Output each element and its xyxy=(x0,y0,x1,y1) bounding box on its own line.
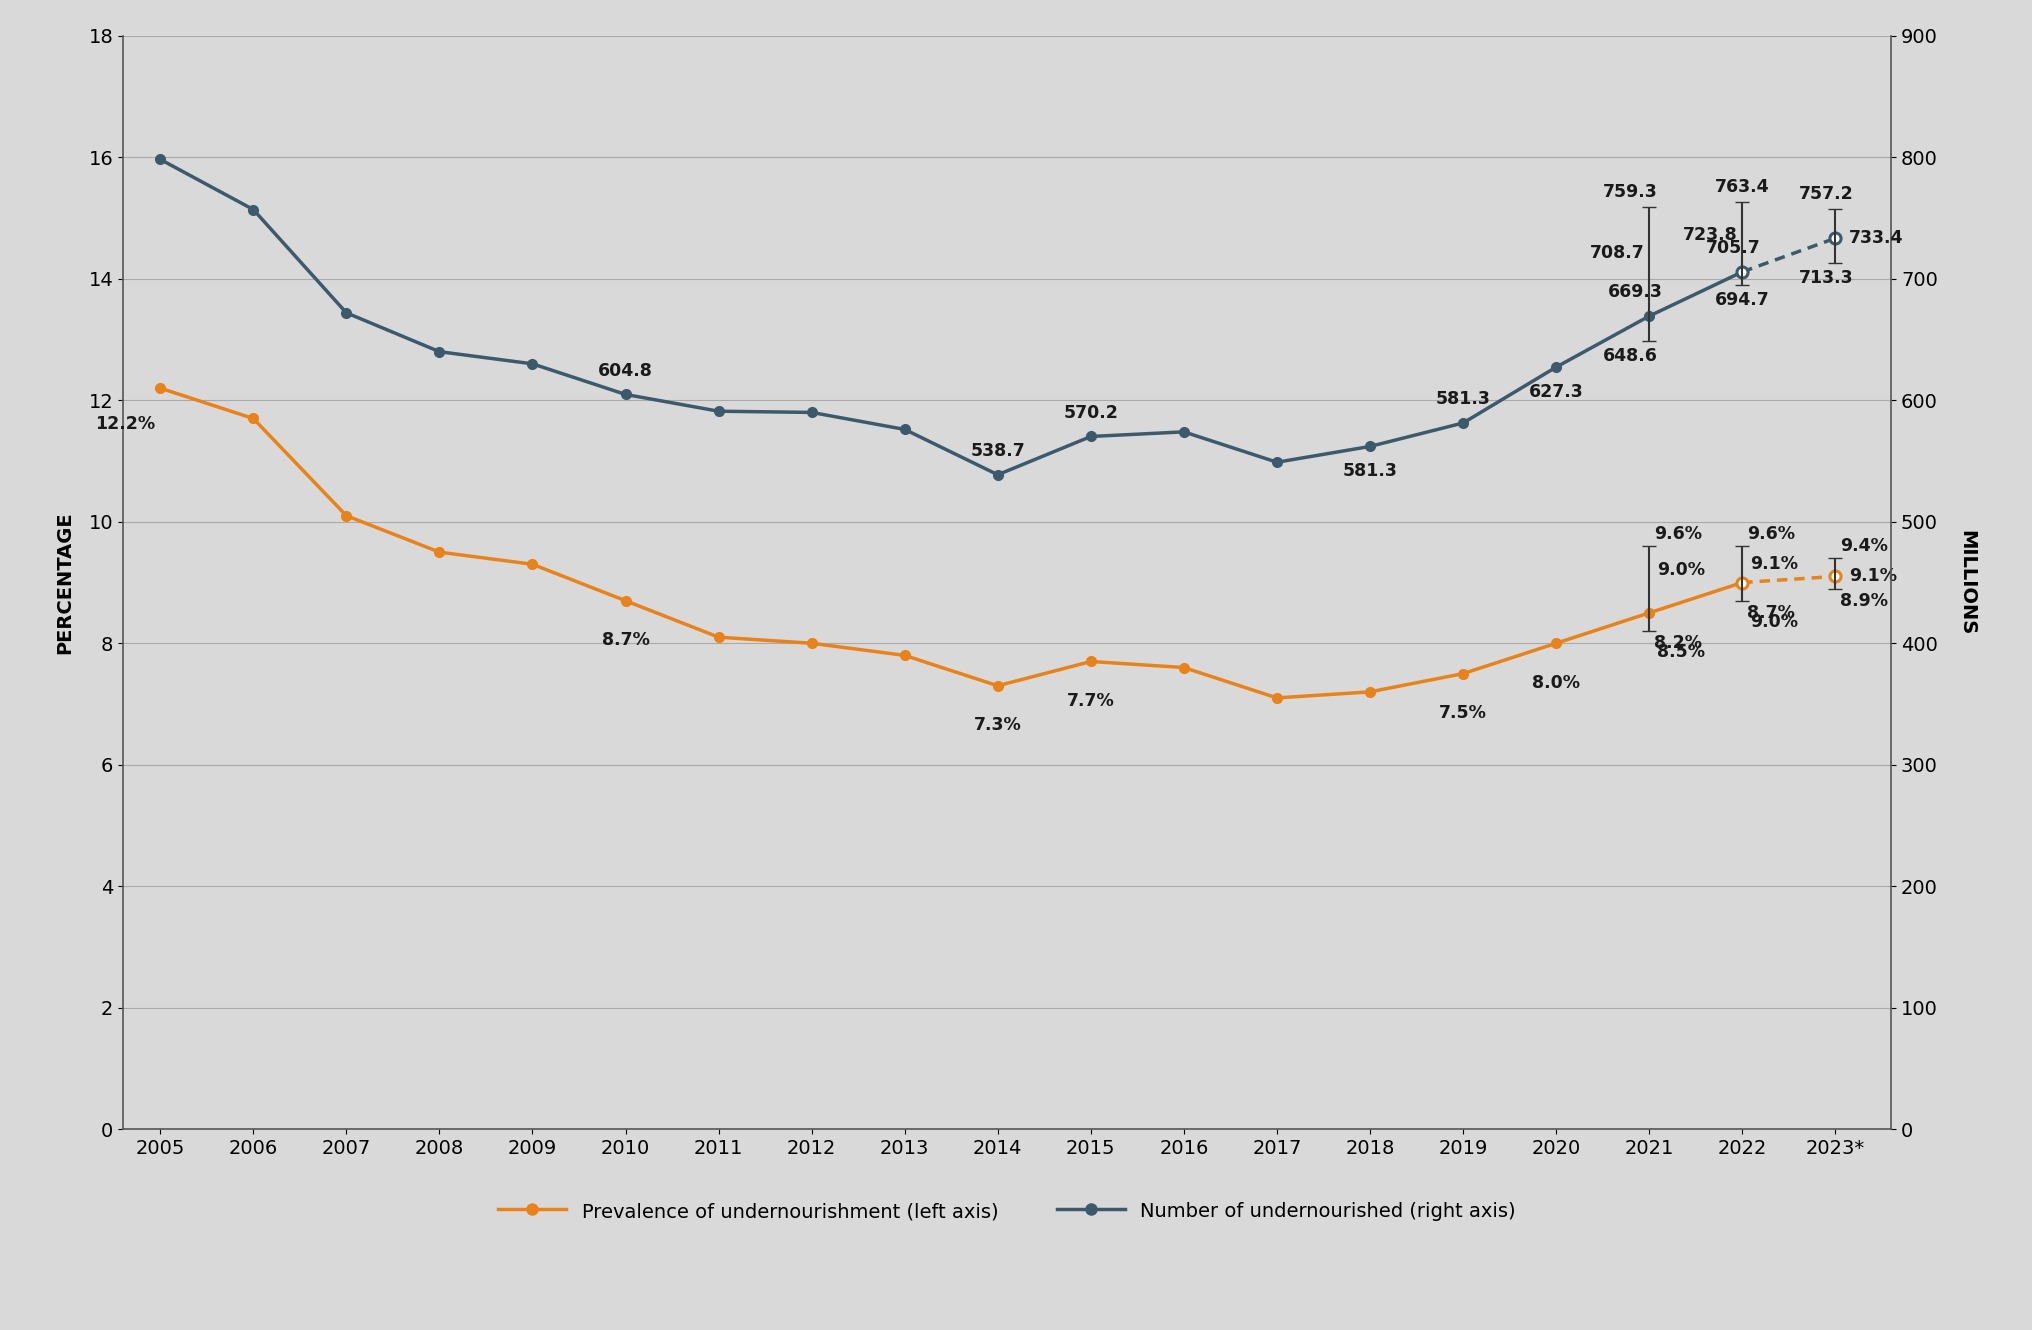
Text: 648.6: 648.6 xyxy=(1603,347,1658,366)
Text: 669.3: 669.3 xyxy=(1607,283,1662,302)
Text: 581.3: 581.3 xyxy=(1437,391,1491,408)
Y-axis label: MILLIONS: MILLIONS xyxy=(1957,529,1977,636)
Text: 7.5%: 7.5% xyxy=(1439,704,1487,722)
Text: 759.3: 759.3 xyxy=(1603,182,1658,201)
Text: 12.2%: 12.2% xyxy=(96,415,156,434)
Text: 627.3: 627.3 xyxy=(1528,383,1583,402)
Text: 8.2%: 8.2% xyxy=(1654,634,1703,652)
Text: 8.9%: 8.9% xyxy=(1841,592,1888,609)
Text: 723.8: 723.8 xyxy=(1682,226,1737,243)
Text: 763.4: 763.4 xyxy=(1715,178,1770,196)
Text: 8.7%: 8.7% xyxy=(601,632,650,649)
Text: 694.7: 694.7 xyxy=(1715,291,1770,310)
Text: 538.7: 538.7 xyxy=(971,442,1026,460)
Text: 9.0%: 9.0% xyxy=(1656,561,1705,580)
Text: 9.6%: 9.6% xyxy=(1654,525,1703,543)
Text: 581.3: 581.3 xyxy=(1343,463,1398,480)
Text: 733.4: 733.4 xyxy=(1849,229,1904,247)
Text: 705.7: 705.7 xyxy=(1705,239,1760,257)
Text: 8.0%: 8.0% xyxy=(1532,673,1581,692)
Y-axis label: PERCENTAGE: PERCENTAGE xyxy=(55,511,75,654)
Text: 9.1%: 9.1% xyxy=(1849,568,1898,585)
Text: 9.6%: 9.6% xyxy=(1748,525,1794,543)
Text: 7.7%: 7.7% xyxy=(1067,692,1116,710)
Text: 9.0%: 9.0% xyxy=(1750,613,1798,630)
Text: 9.4%: 9.4% xyxy=(1841,537,1888,555)
Text: 8.5%: 8.5% xyxy=(1656,644,1705,661)
Text: 604.8: 604.8 xyxy=(597,362,652,380)
Text: 570.2: 570.2 xyxy=(1063,404,1118,422)
Text: 708.7: 708.7 xyxy=(1589,245,1644,262)
Legend: Prevalence of undernourishment (left axis), Number of undernourished (right axis: Prevalence of undernourishment (left axi… xyxy=(490,1194,1524,1229)
Text: 9.1%: 9.1% xyxy=(1750,556,1798,573)
Text: 713.3: 713.3 xyxy=(1798,269,1853,287)
Text: 8.7%: 8.7% xyxy=(1748,604,1794,621)
Text: 757.2: 757.2 xyxy=(1798,185,1853,203)
Text: 7.3%: 7.3% xyxy=(973,716,1022,734)
